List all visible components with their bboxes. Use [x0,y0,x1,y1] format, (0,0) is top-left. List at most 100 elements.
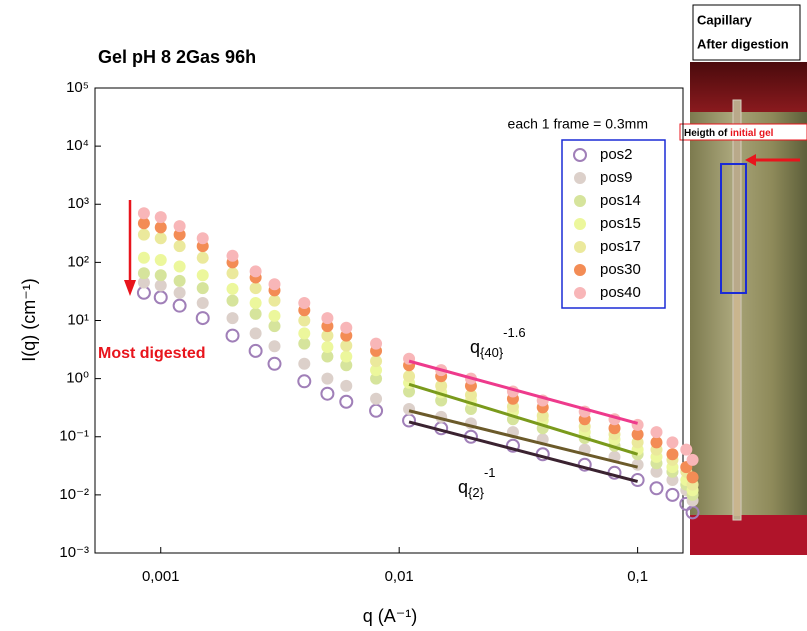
data-point [650,426,663,439]
data-point [340,350,353,363]
capillary-gel [734,292,740,516]
legend-label: pos9 [600,169,633,186]
data-point [137,207,150,220]
data-point [321,372,334,385]
legend-marker [574,172,586,184]
data-point [137,251,150,264]
data-point [137,217,150,230]
y-tick-label: 10⁵ [66,79,89,96]
legend-marker [574,241,586,253]
data-point [686,453,699,466]
data-point [249,297,262,310]
data-point [298,297,311,310]
photo-label-box [679,123,807,141]
data-point [173,286,186,299]
data-point [370,372,383,385]
legend-label: pos2 [600,146,633,163]
photo-label-highlight: initial gel [730,128,774,139]
photo-arrowhead [745,154,756,166]
data-point [650,436,663,449]
note: each 1 frame = 0.3mm [508,116,648,132]
data-point [631,428,644,441]
fit-line [408,409,638,469]
x-tick-label: 0,1 [627,568,648,585]
data-point [173,220,186,233]
x-axis-label: q (A⁻¹) [363,606,418,626]
photo: Heigth of initial gel Capillary After di… [679,4,807,555]
data-point [649,481,664,496]
data-point [268,309,281,322]
y-tick-label: 10⁻² [59,486,89,503]
data-point [173,228,186,241]
photo-title: After digestion [697,36,789,51]
data-point [225,328,240,343]
data-point [402,413,417,428]
photo-label-text: Heigth of [684,128,730,139]
data-point [226,312,239,325]
photo-label: Heigth of initial gel [684,128,774,139]
fit-line [408,420,638,483]
data-point [321,329,334,342]
data-point [298,327,311,340]
data-point [249,265,262,278]
annotation-base: q [470,337,480,357]
data-point [435,379,448,392]
y-tick-label: 10⁴ [66,137,89,154]
photo-background [690,62,807,555]
data-point [226,267,239,280]
data-point [226,294,239,307]
arrow-label: Most digested [98,345,206,362]
legend-marker [574,218,586,230]
data-point [226,249,239,262]
y-tick-label: 10⁻¹ [59,428,89,445]
data-point [505,438,520,453]
data-point [370,337,383,350]
data-point [196,251,209,264]
photo-title-box [692,4,801,61]
legend-label: pos30 [600,261,641,278]
data-point [154,211,167,224]
data-point [340,379,353,392]
data-point [136,285,151,300]
data-point [249,282,262,295]
legend-label: pos40 [600,284,641,301]
data-point [666,474,679,487]
data-point [321,312,334,325]
arrowhead [124,280,136,296]
y-tick-label: 10³ [67,195,89,212]
data-point [665,487,680,502]
data-point [196,269,209,282]
plot-frame [94,87,684,554]
data-point [320,386,335,401]
data-point [267,356,282,371]
data-point [536,409,549,422]
data-point [249,307,262,320]
data-point [154,269,167,282]
data-point [340,339,353,352]
data-point [196,282,209,295]
data-point [650,465,663,478]
data-point [153,290,168,305]
data-point [268,278,281,291]
data-point [173,260,186,273]
data-point [137,228,150,241]
y-tick-label: 10² [67,253,89,270]
legend-label: pos14 [600,192,641,209]
data-point [340,359,353,372]
x-tick-label: 0,01 [385,568,414,585]
legend-marker [574,287,586,299]
data-point [340,321,353,334]
chart-title: Gel pH 8 2Gas 96h [98,47,256,67]
data-point [137,276,150,289]
photo-title: Capillary [697,12,753,27]
data-point [268,340,281,353]
annotation: q{40} -1.6 [470,325,526,360]
data-point [666,436,679,449]
legend-marker [574,195,586,207]
legend-marker [573,148,587,162]
data-point [370,392,383,405]
data-point [226,282,239,295]
data-point [268,320,281,333]
data-point [686,471,699,484]
